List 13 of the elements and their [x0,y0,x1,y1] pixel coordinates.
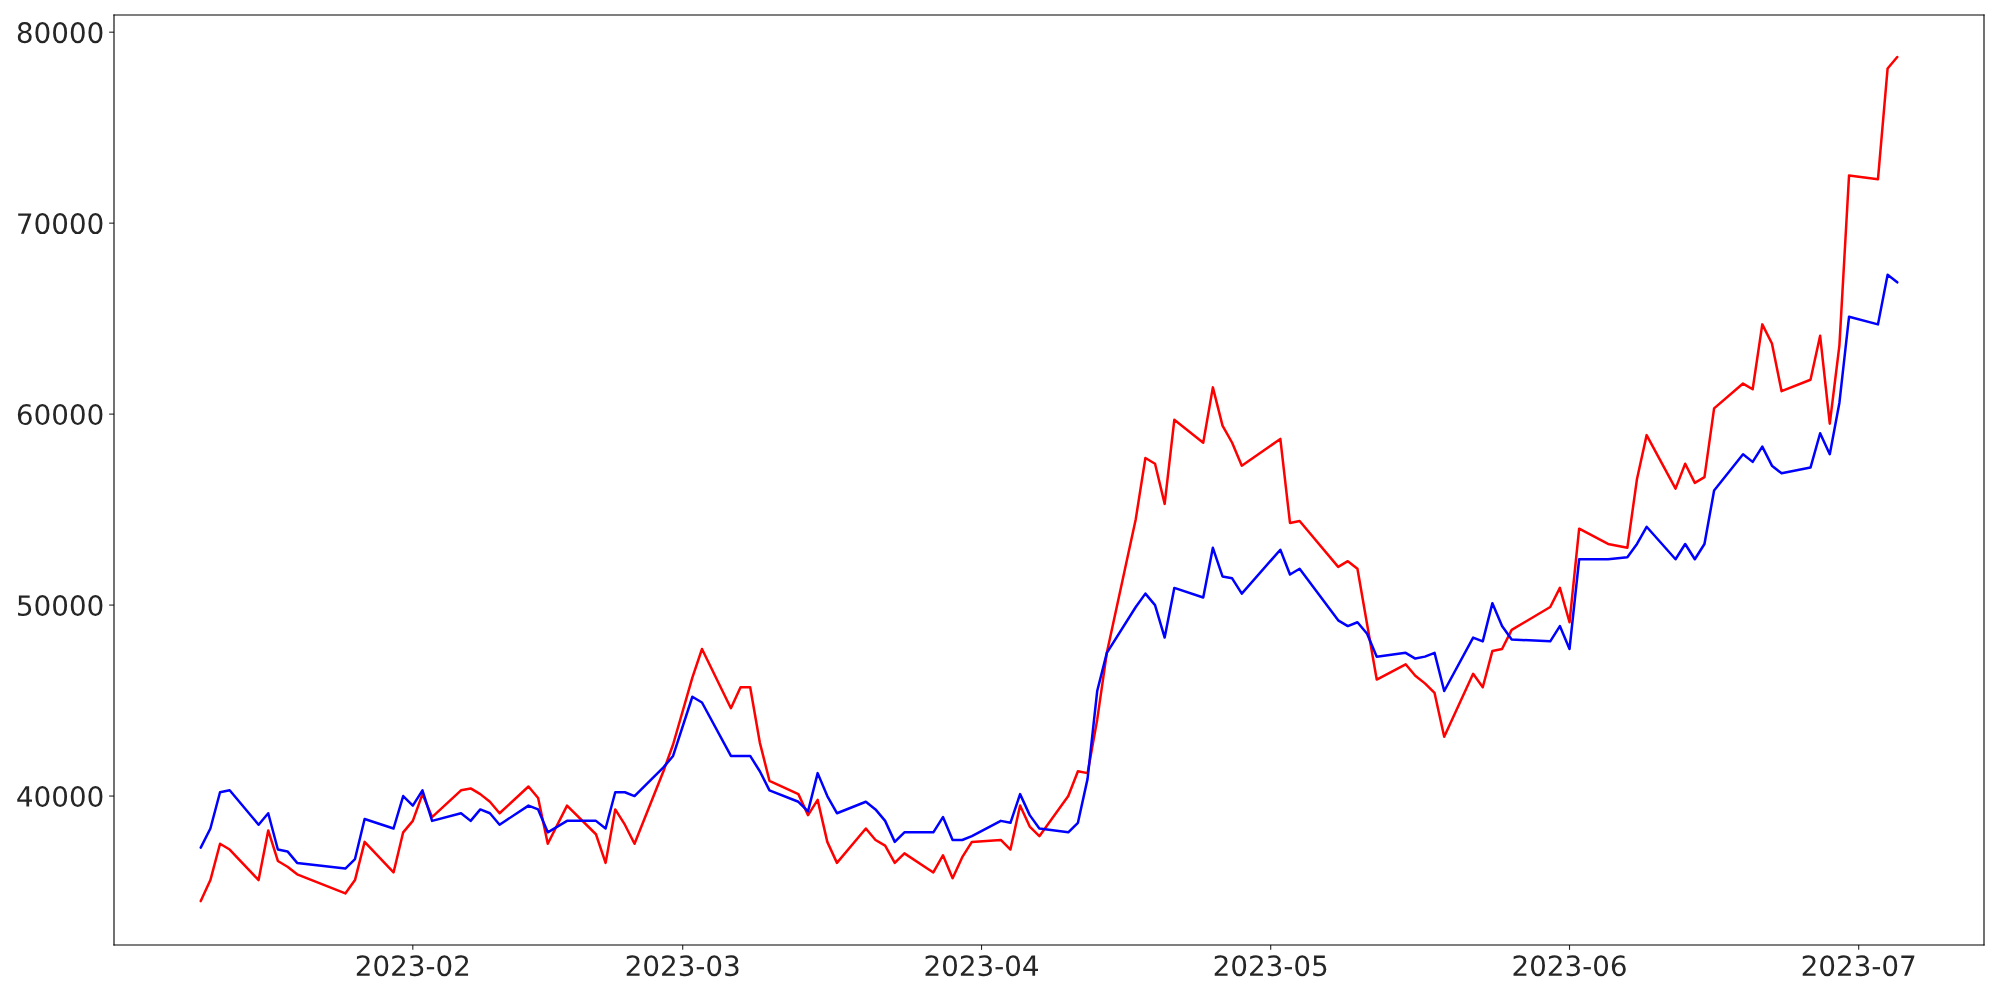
line-series [199,273,1899,870]
x-tick-label: 2023-07 [1802,955,1915,977]
y-tick-label: 40000 [17,785,103,807]
x-tick-label: 2023-05 [1214,955,1327,977]
line-series [199,55,1899,903]
y-tick-label: 60000 [17,404,103,426]
y-tick-label: 80000 [17,22,103,44]
x-tick-label: 2023-06 [1513,955,1626,977]
y-tick-label: 50000 [18,595,103,617]
x-tick-label: 2023-02 [356,955,469,977]
x-tick-label: 2023-04 [925,955,1038,977]
x-tick-label: 2023-03 [626,955,739,977]
y-tick-label: 70000 [18,213,103,235]
